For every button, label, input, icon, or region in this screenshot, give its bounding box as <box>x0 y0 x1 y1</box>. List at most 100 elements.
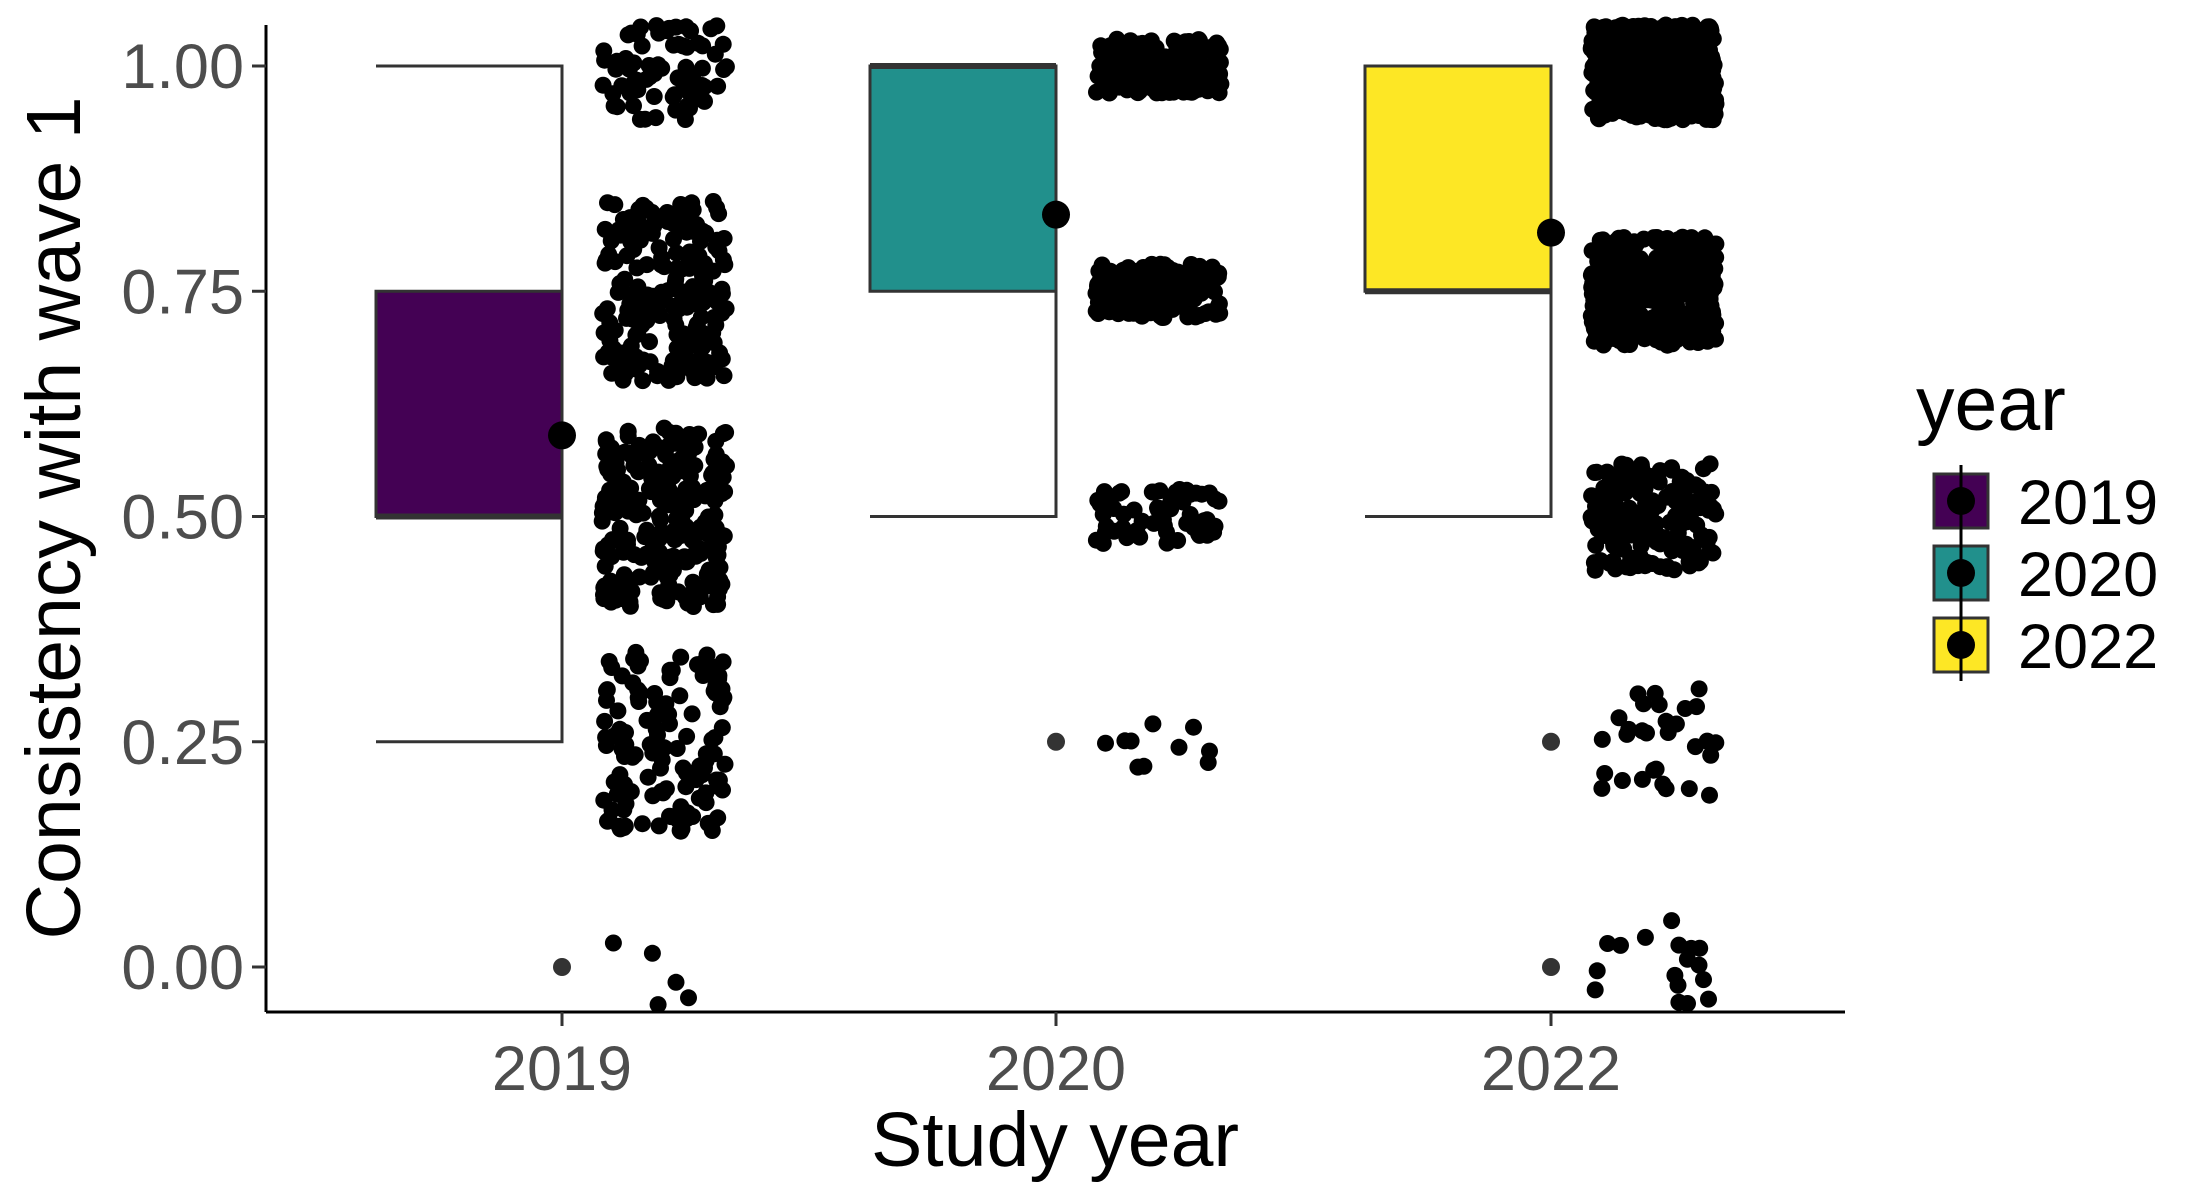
jitter-point-2022 <box>1651 558 1669 576</box>
jitter-point-2022 <box>1655 241 1673 259</box>
axes: 2019 2020 2022 0.00 0.25 0.50 0.75 1.00 <box>121 25 1845 1104</box>
jitter-point-2019 <box>600 653 618 670</box>
jitter-point-2022 <box>1663 461 1681 479</box>
jitter-point-2019 <box>615 566 633 584</box>
jitter-point-2022 <box>1670 993 1688 1011</box>
jitter-point-2019 <box>630 683 648 701</box>
jitter-point-2020 <box>1143 36 1161 54</box>
jitter-point-2022 <box>1599 492 1617 510</box>
jitter-point-2019 <box>653 59 671 77</box>
jitter-point-2022 <box>1650 260 1668 277</box>
jitter-point-2022 <box>1636 928 1654 946</box>
jitter-point-2019 <box>685 546 703 564</box>
jitter-point-2022 <box>1648 533 1666 551</box>
jitter-point-2020 <box>1101 67 1119 85</box>
jitter-point-2019 <box>697 784 715 802</box>
jitter-point-2020 <box>1110 484 1128 502</box>
jitter-point-2020 <box>1181 506 1199 523</box>
jitter-point-2019 <box>617 795 635 813</box>
jitter-point-2022 <box>1582 38 1600 56</box>
jitter-point-2020 <box>1163 300 1181 317</box>
jitter-point-2019 <box>668 740 686 757</box>
legend-item-2022: 2022 <box>1932 609 2158 682</box>
outlier-2019-0 <box>553 958 571 976</box>
box-2019 <box>374 289 564 518</box>
jitter-point-2020 <box>1087 284 1105 302</box>
jitter-point-2019 <box>707 445 725 463</box>
jitter-point-2020 <box>1206 490 1224 508</box>
jitter-point-2019 <box>640 456 658 474</box>
jitter-point-2019 <box>684 573 702 591</box>
jitter-point-2022 <box>1590 288 1608 305</box>
jitter-point-2019 <box>710 670 728 688</box>
jitter-point-2019 <box>641 442 659 460</box>
jitter-point-2022 <box>1586 981 1604 999</box>
jitter-point-2019 <box>650 817 668 835</box>
jitter-point-2020 <box>1145 483 1163 501</box>
jitter-point-2019 <box>604 531 621 549</box>
jitter-point-2022 <box>1595 479 1613 497</box>
jitter-point-2020 <box>1104 38 1122 56</box>
jitter-point-2019 <box>680 205 698 223</box>
jitter-point-2022 <box>1588 962 1606 980</box>
jitter-point-2022 <box>1646 684 1664 702</box>
jitter-point-2022 <box>1604 33 1622 51</box>
jitter-point-2019 <box>661 661 679 679</box>
jitter-point-2019 <box>676 588 694 606</box>
jitter-point-2020 <box>1122 732 1140 750</box>
jitter-point-2019 <box>606 253 624 271</box>
jitter-point-2019 <box>651 507 668 525</box>
jitter-point-2022 <box>1667 106 1685 124</box>
jitter-point-2022 <box>1636 480 1654 498</box>
jitter-point-2019 <box>648 298 666 316</box>
jitter-point-2019 <box>657 695 675 713</box>
jitter-point-2020 <box>1123 33 1140 51</box>
jitter-point-2019 <box>716 755 734 773</box>
jitter-point-2019 <box>686 369 704 387</box>
jitter-point-2022 <box>1635 67 1653 85</box>
jitter-point-2020 <box>1178 33 1196 51</box>
jitter-point-2022 <box>1661 289 1679 307</box>
jitter-point-2019 <box>684 478 701 496</box>
jitter-point-2022 <box>1678 472 1696 490</box>
jitter-point-2022 <box>1669 976 1687 994</box>
jitter-point-2019 <box>693 222 711 240</box>
jitter-point-2020 <box>1177 82 1195 100</box>
jitter-point-2019 <box>645 214 663 232</box>
jitter-point-2019 <box>618 309 635 327</box>
jitter-point-2020 <box>1195 278 1213 295</box>
jitter-point-2019 <box>631 568 648 586</box>
jitter-point-2020 <box>1151 255 1169 273</box>
jitter-point-2019 <box>682 429 700 447</box>
jitter-point-2022 <box>1698 732 1716 750</box>
jitter-point-2019 <box>623 447 641 465</box>
jitter-point-2022 <box>1593 730 1611 748</box>
jitter-point-2022 <box>1625 256 1643 274</box>
jitter-point-2019 <box>639 768 657 786</box>
jitter-point-2020 <box>1206 517 1224 535</box>
jitter-point-2019 <box>664 88 682 106</box>
jitter-point-2022 <box>1613 477 1631 495</box>
jitter-point-2020 <box>1119 259 1137 277</box>
jitter-point-2022 <box>1583 313 1601 331</box>
jitter-point-2019 <box>672 284 690 301</box>
jitter-point-2022 <box>1654 775 1672 793</box>
jitter-point-2020 <box>1187 308 1204 326</box>
jitter-point-2019 <box>706 729 724 747</box>
jitter-point-2019 <box>621 597 639 615</box>
outlier-2020-0 <box>1047 732 1065 751</box>
jitter-point-2019 <box>597 445 615 463</box>
jitter-point-2019 <box>717 58 735 76</box>
jitter-point-2019 <box>684 808 702 825</box>
jitter-point-2022 <box>1707 91 1725 109</box>
jitter-point-2019 <box>621 84 639 102</box>
jitter-point-2022 <box>1659 724 1677 741</box>
jitter-point-2022 <box>1620 499 1638 517</box>
jitter-point-2019 <box>715 689 733 706</box>
jitter-point-2022 <box>1604 322 1622 340</box>
jitter-point-2020 <box>1131 82 1149 100</box>
jitter-point-2019 <box>667 270 685 288</box>
jitter-point-2022 <box>1680 60 1698 78</box>
jitter-point-2020 <box>1115 505 1132 523</box>
jitter-point-2022 <box>1695 971 1712 989</box>
